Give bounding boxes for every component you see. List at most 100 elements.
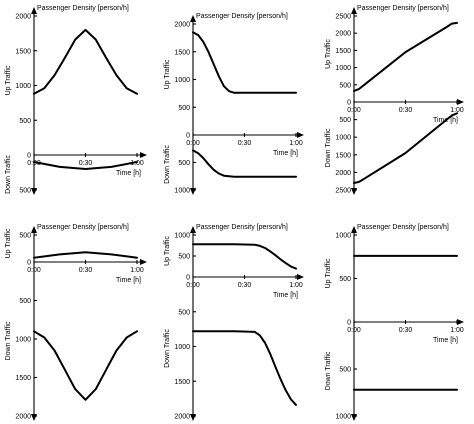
x-tick-label: 0:30 — [238, 282, 252, 289]
y-axis-arrow-down — [31, 414, 37, 421]
panel-bottom-left: Passenger Density [person/h] Up Traffic Do… — [5, 224, 147, 421]
up-traffic-line — [33, 251, 138, 259]
down-tick-label: 1500 — [335, 152, 351, 159]
up-traffic-line — [192, 243, 297, 270]
up-tick-label: 500 — [178, 105, 190, 112]
up-tick-label: 500 — [339, 82, 351, 89]
up-tick-label: 0 — [347, 100, 351, 107]
down-traffic-line — [353, 112, 458, 184]
x-tick-label: 1:00 — [450, 107, 464, 114]
up-tick-label: 0 — [27, 260, 31, 267]
down-tick-label: 1500 — [15, 375, 31, 382]
panel-title: Passenger Density [person/h] — [196, 224, 288, 231]
up-tick-label: 0 — [186, 133, 190, 140]
up-tick-label: 1000 — [174, 77, 190, 84]
time-axis-label: Time [h] — [433, 337, 458, 344]
down-traffic-label: Down Traffic — [164, 145, 171, 184]
down-traffic-line — [192, 149, 297, 178]
panel-title: Passenger Density [person/h] — [196, 13, 288, 20]
x-tick-label: 0:00 — [347, 327, 361, 334]
down-tick-label: 500 — [339, 367, 351, 374]
panel-title: Passenger Density [person/h] — [37, 224, 129, 231]
x-tick-label: 0:30 — [79, 160, 93, 167]
down-tick-label: 500 — [178, 160, 190, 167]
down-tick-label: 2000 — [15, 414, 31, 421]
up-traffic-line — [353, 21, 458, 92]
down-traffic-line — [33, 161, 138, 170]
down-tick-label: 2000 — [174, 414, 190, 421]
panel-top-right: Passenger Density [person/h] Up Traffic Do… — [325, 5, 464, 195]
up-tick-label: 2000 — [174, 22, 190, 29]
y-axis-arrow-down — [351, 414, 357, 421]
x-tick-label: 0:00 — [27, 160, 41, 167]
down-tick-label: 1000 — [15, 337, 31, 344]
down-traffic-label: Down Traffic — [5, 155, 12, 194]
up-tick-label: 1000 — [15, 83, 31, 90]
y-axis-arrow-down — [190, 414, 196, 421]
down-tick-label: 2500 — [335, 188, 351, 195]
x-tick-label: 0:30 — [399, 327, 413, 334]
down-traffic-label: Down Traffic — [325, 128, 332, 167]
up-tick-label: 500 — [178, 254, 190, 261]
y-axis-arrow-down — [190, 188, 196, 195]
down-tick-label: 1000 — [335, 135, 351, 142]
up-tick-label: 1000 — [335, 233, 351, 240]
up-traffic-label: Up Traffic — [164, 236, 171, 266]
down-tick-label: 500 — [178, 309, 190, 316]
x-tick-label: 1:00 — [450, 327, 464, 334]
x-tick-label: 1:00 — [289, 140, 303, 147]
x-tick-label: 1:00 — [130, 267, 144, 274]
down-traffic-label: Down Traffic — [164, 329, 171, 368]
x-axis-arrow — [140, 259, 147, 265]
x-tick-label: 0:00 — [186, 282, 200, 289]
up-tick-label: 2500 — [335, 14, 351, 21]
up-tick-label: 2000 — [15, 14, 31, 21]
down-tick-label: 1000 — [335, 414, 351, 421]
x-tick-label: 0:30 — [238, 140, 252, 147]
y-axis-arrow-up — [351, 226, 357, 233]
y-axis-arrow-up — [190, 226, 196, 233]
panel-top-middle: Passenger Density [person/h] Up Traffic Do… — [164, 13, 304, 195]
x-axis-arrow — [297, 274, 304, 280]
down-tick-label: 2000 — [335, 170, 351, 177]
up-tick-label: 1500 — [174, 49, 190, 56]
up-traffic-label: Up Traffic — [325, 39, 332, 69]
up-tick-label: 0 — [347, 320, 351, 327]
x-tick-label: 1:00 — [130, 160, 144, 167]
down-tick-label: 0 — [27, 153, 31, 160]
up-traffic-line — [192, 31, 297, 94]
x-axis-arrow — [140, 152, 147, 158]
up-tick-label: 500 — [19, 118, 31, 125]
up-tick-label: 1000 — [335, 65, 351, 72]
y-axis-arrow-up — [31, 7, 37, 14]
panel-top-left: Passenger Density [person/h] Up Traffic Do… — [5, 5, 147, 195]
panel-title: Passenger Density [person/h] — [357, 5, 449, 12]
down-tick-label: 1000 — [174, 188, 190, 195]
up-tick-label: 500 — [19, 233, 31, 240]
up-traffic-label: Up Traffic — [5, 228, 12, 258]
panel-bottom-right: Passenger Density [person/h] Up Traffic Do… — [325, 224, 464, 421]
time-axis-label: Time [h] — [116, 277, 141, 284]
down-tick-label: 1000 — [174, 344, 190, 351]
x-tick-label: 0:30 — [399, 107, 413, 114]
time-axis-label: Time [h] — [116, 170, 141, 177]
y-axis-arrow-up — [190, 15, 196, 22]
up-traffic-line — [33, 28, 138, 95]
y-axis-arrow-down — [351, 188, 357, 195]
up-tick-label: 1000 — [174, 233, 190, 240]
x-axis-arrow — [457, 99, 464, 105]
y-axis-arrow-down — [31, 188, 37, 195]
time-axis-label: Time [h] — [273, 150, 298, 157]
down-traffic-label: Down Traffic — [5, 321, 12, 360]
y-axis-arrow-up — [351, 7, 357, 14]
up-tick-label: 1500 — [335, 48, 351, 55]
down-tick-label: 500 — [19, 298, 31, 305]
y-axis-arrow-up — [31, 226, 37, 233]
down-traffic-line — [33, 330, 138, 401]
up-tick-label: 0 — [186, 275, 190, 282]
x-tick-label: 0:30 — [79, 267, 93, 274]
up-tick-label: 2000 — [335, 31, 351, 38]
up-traffic-label: Up Traffic — [325, 258, 332, 288]
x-tick-label: 0:00 — [27, 267, 41, 274]
